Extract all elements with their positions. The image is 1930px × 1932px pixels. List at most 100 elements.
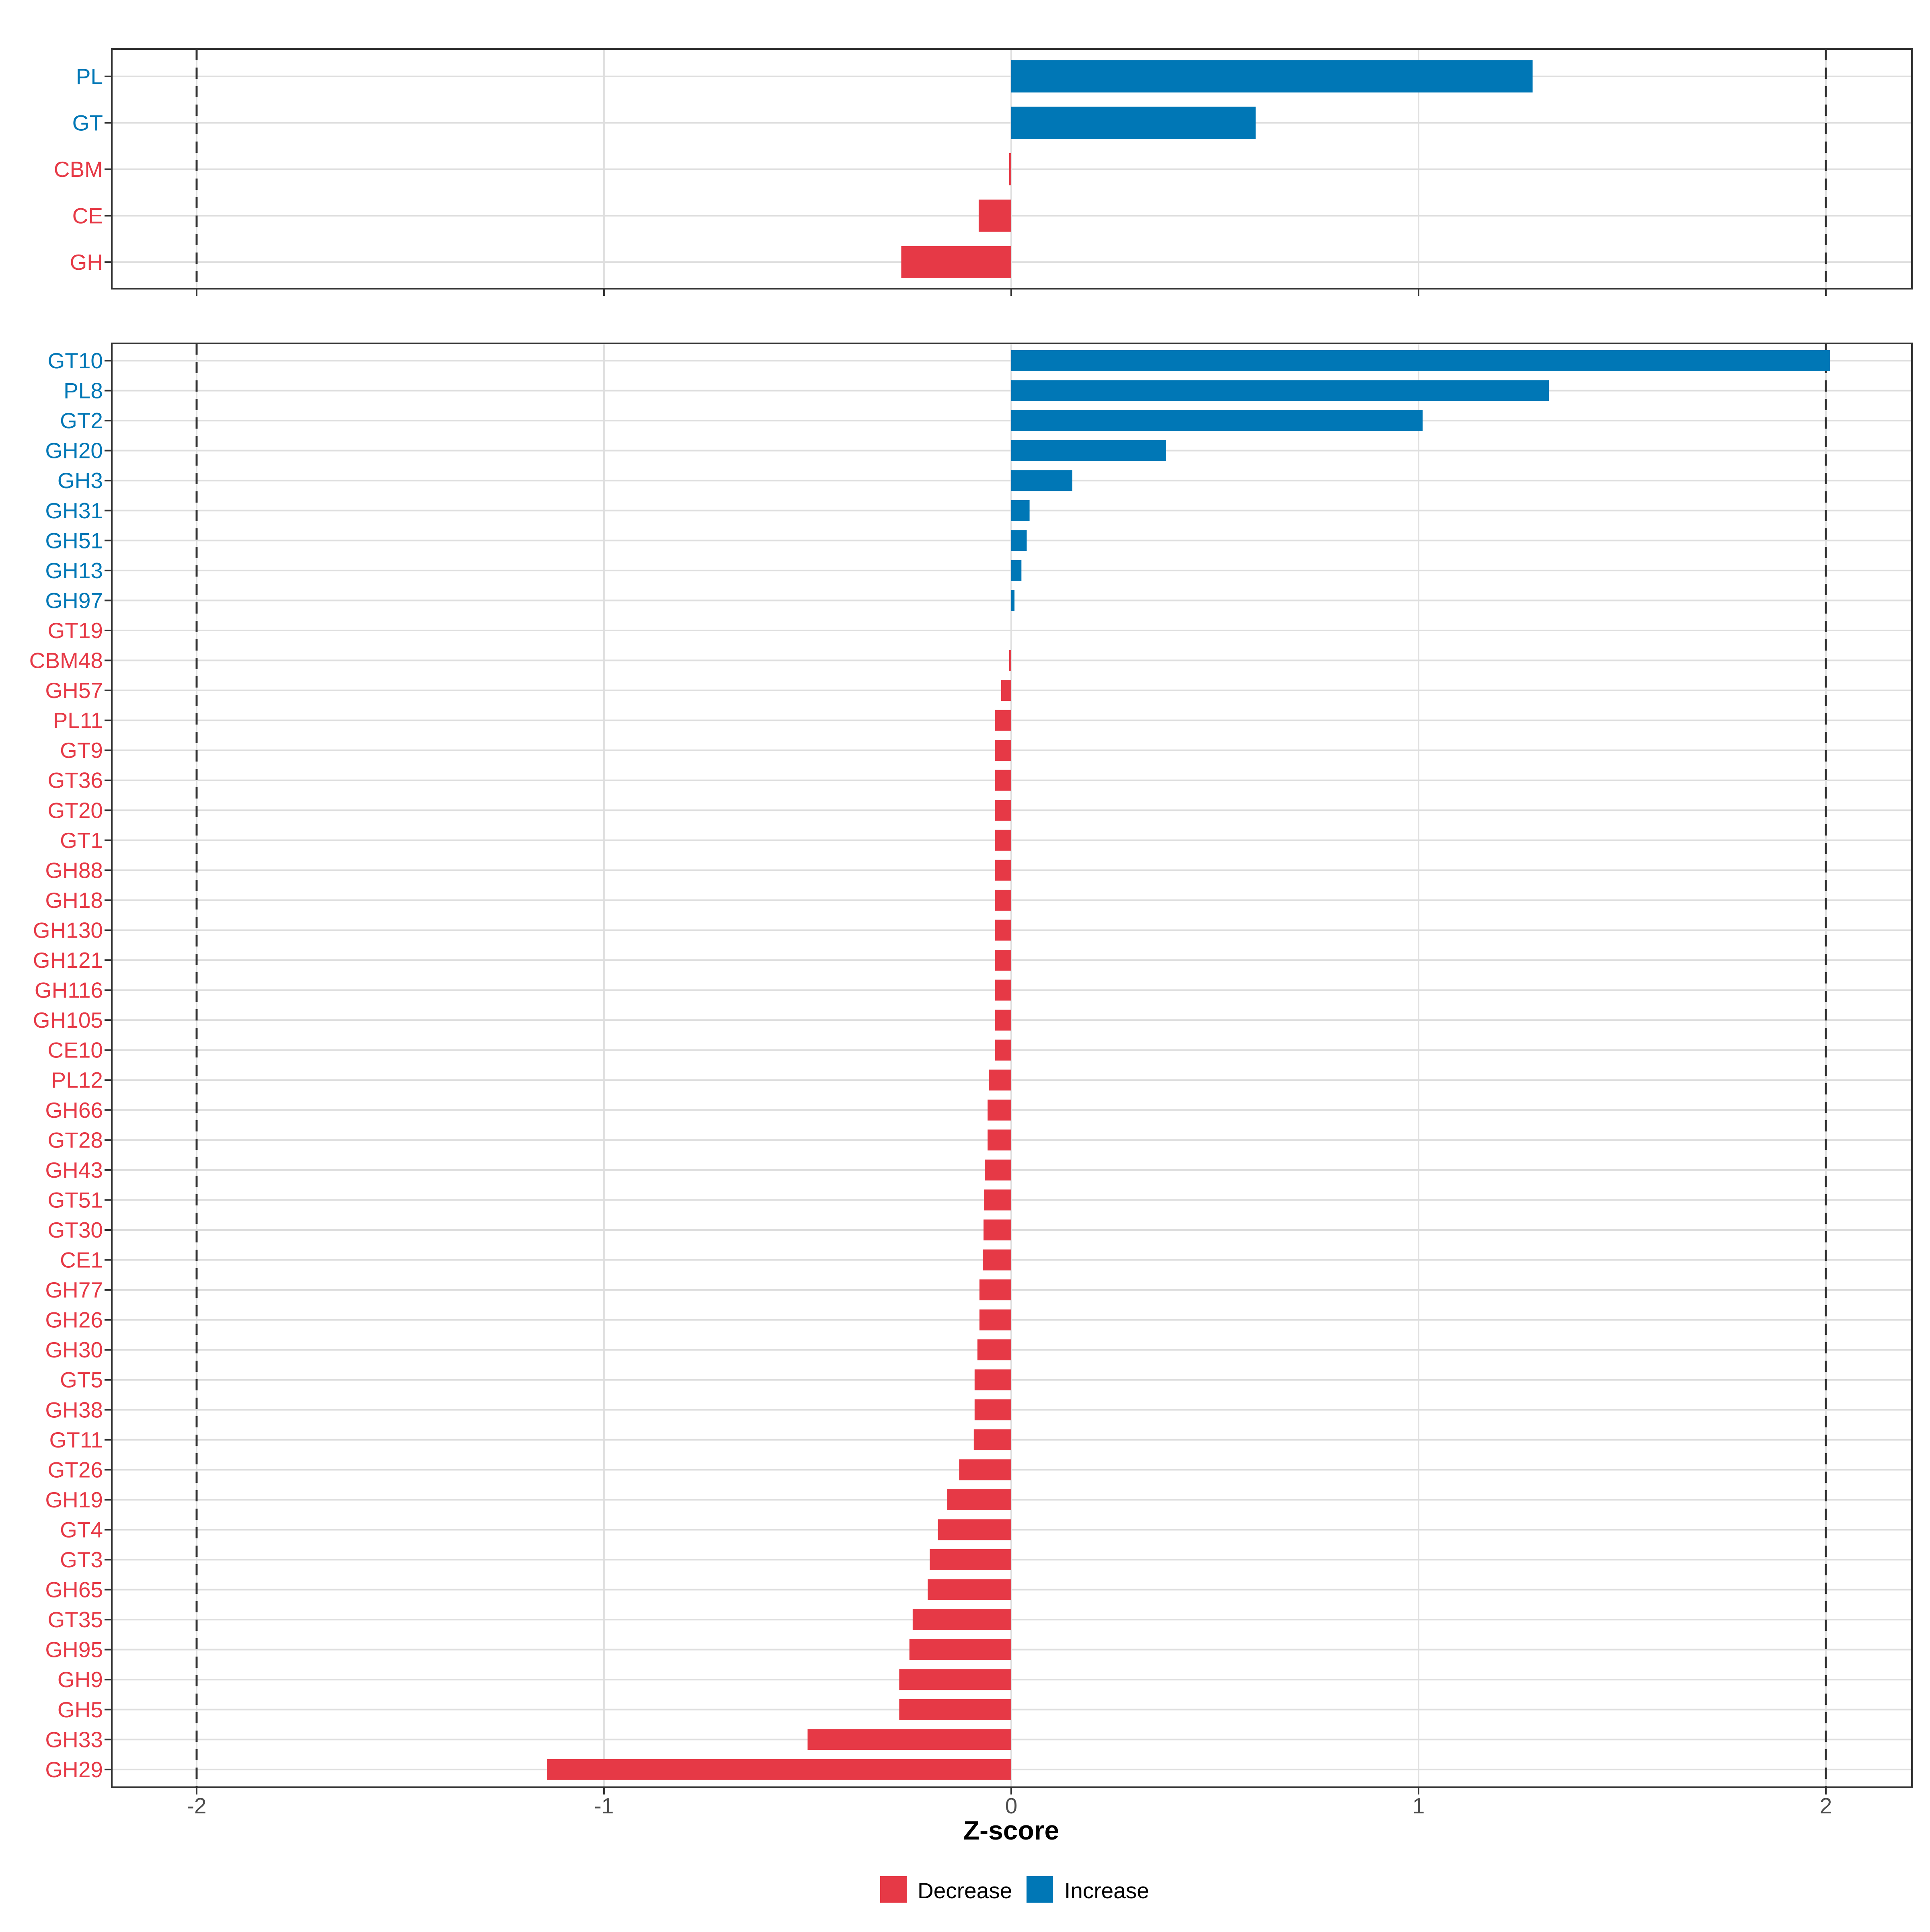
- bottom-panel-category-label: GT35: [47, 1607, 103, 1632]
- legend: Decrease Increase: [880, 1876, 1149, 1903]
- bottom-panel-category-label: CE10: [47, 1038, 103, 1063]
- bottom-panel-category-label: GT5: [60, 1367, 103, 1392]
- top-panel-category-label: GT: [72, 111, 103, 136]
- bottom-panel-bar: [995, 829, 1011, 851]
- bottom-panel-category-label: GT51: [47, 1187, 103, 1212]
- top-panel-bar: [1011, 107, 1256, 139]
- bottom-panel-bar: [909, 1639, 1011, 1660]
- legend-key-decrease: [880, 1876, 907, 1903]
- x-tick-label: -2: [187, 1793, 207, 1818]
- top-panel-bar: [978, 199, 1011, 232]
- bottom-panel-category-label: GT4: [60, 1517, 103, 1542]
- legend-label-decrease: Decrease: [918, 1878, 1012, 1903]
- bottom-panel-bar: [1011, 410, 1423, 431]
- bottom-panel-bar: [928, 1579, 1011, 1600]
- legend-label-increase: Increase: [1064, 1878, 1149, 1903]
- bottom-panel-category-label: GT9: [60, 738, 103, 763]
- bottom-panel-bar: [979, 1279, 1011, 1301]
- bottom-panel-category-label: GH77: [45, 1277, 103, 1302]
- x-axis-label: Z-score: [963, 1815, 1059, 1845]
- bottom-panel-category-label: GH57: [45, 678, 103, 703]
- bottom-panel-category-label: GT26: [47, 1457, 103, 1482]
- legend-key-increase: [1027, 1876, 1053, 1903]
- bottom-panel-category-label: GT10: [47, 348, 103, 373]
- bottom-panel-category-label: GH130: [33, 918, 103, 942]
- bottom-panel-bar: [985, 1159, 1011, 1181]
- bottom-panel-bar: [995, 889, 1011, 911]
- bottom-panel-category-label: GH29: [45, 1757, 103, 1782]
- bottom-panel-category-label: GH3: [57, 468, 103, 493]
- x-axis: -2 -1 0 1 2: [187, 1793, 1832, 1818]
- top-panel-category-label: CE: [72, 203, 103, 228]
- bottom-panel-bar: [1011, 500, 1030, 521]
- x-tick-label: 1: [1413, 1793, 1425, 1818]
- bottom-panel-category-label: CE1: [60, 1248, 103, 1273]
- bottom-panel-bar: [995, 920, 1011, 941]
- bottom-panel-category-label: GH9: [57, 1667, 103, 1692]
- top-panel-bar: [1011, 60, 1533, 92]
- bottom-panel-bar: [1011, 470, 1072, 491]
- bottom-panel-category-label: GH88: [45, 858, 103, 883]
- bottom-panel-bar: [947, 1489, 1011, 1510]
- bottom-panel-bar: [899, 1669, 1011, 1690]
- bottom-panel-bar: [1011, 380, 1549, 401]
- bottom-panel-category-label: GT19: [47, 618, 103, 643]
- bottom-panel-category-label: GH20: [45, 438, 103, 463]
- bottom-panel-category-label: GH18: [45, 888, 103, 913]
- bottom-panel-bar: [1011, 590, 1015, 611]
- bottom-panel-bar: [995, 1010, 1011, 1031]
- bottom-panel-bar: [995, 979, 1011, 1001]
- top-panel-category-label: CBM: [54, 157, 103, 182]
- bottom-panel: GT10 PL8 GT2 GH20 GH3 GH31 GH51 GH13 GH97 GT19 CBM…: [29, 343, 1913, 1794]
- bottom-panel-bar: [995, 860, 1011, 881]
- bottom-panel-category-label: GH33: [45, 1727, 103, 1752]
- bottom-panel-category-label: GH105: [33, 1008, 103, 1033]
- x-tick-label: 0: [1005, 1793, 1018, 1818]
- bottom-panel-category-label: GH26: [45, 1308, 103, 1332]
- bottom-panel-category-label: GT1: [60, 828, 103, 853]
- bottom-panel-category-label: GH65: [45, 1577, 103, 1602]
- bottom-panel-bar: [974, 1399, 1011, 1421]
- bottom-panel-bar: [899, 1699, 1011, 1720]
- bottom-panel-category-label: GH13: [45, 558, 103, 583]
- bottom-panel-category-label: GT3: [60, 1547, 103, 1572]
- bottom-panel-bar: [912, 1609, 1011, 1630]
- bottom-panel-category-label: GH5: [57, 1697, 103, 1722]
- bottom-panel-bar: [1009, 650, 1011, 671]
- bottom-panel-bar: [995, 710, 1011, 731]
- bottom-panel-category-label: GT11: [49, 1427, 103, 1452]
- top-panel-category-label: PL: [76, 64, 103, 89]
- bottom-panel-bar: [959, 1459, 1011, 1480]
- bottom-panel-bar: [995, 800, 1011, 821]
- bottom-panel-category-label: CBM48: [29, 648, 103, 673]
- top-panel-category-label: GH: [70, 250, 103, 275]
- bottom-panel-bar: [995, 950, 1011, 971]
- bottom-panel-category-label: GT28: [47, 1127, 103, 1152]
- x-tick-label: -1: [594, 1793, 614, 1818]
- bottom-panel-bar: [984, 1189, 1011, 1211]
- bottom-panel-bar: [995, 740, 1011, 761]
- bottom-panel-category-label: GH95: [45, 1637, 103, 1662]
- bottom-panel-bar: [983, 1249, 1011, 1271]
- bottom-panel-bar: [989, 1070, 1011, 1091]
- bottom-panel-category-label: GH30: [45, 1337, 103, 1362]
- bottom-panel-bar: [547, 1759, 1011, 1780]
- bottom-panel-bar: [977, 1339, 1011, 1361]
- bottom-panel-bar: [995, 1039, 1011, 1061]
- bottom-panel-bar: [807, 1729, 1011, 1750]
- bottom-panel-bar: [988, 1099, 1011, 1121]
- bottom-panel-bar: [1011, 530, 1027, 551]
- bottom-panel-bar: [983, 1219, 1011, 1240]
- bottom-panel-category-label: GT20: [47, 798, 103, 823]
- top-panel-bar: [1009, 153, 1011, 185]
- bottom-panel-bar: [938, 1519, 1011, 1540]
- bottom-panel-category-label: PL12: [51, 1068, 103, 1092]
- bottom-panel-category-label: GT36: [47, 768, 103, 793]
- bottom-panel-category-label: GH116: [35, 978, 103, 1003]
- bottom-panel-category-label: GH19: [45, 1487, 103, 1512]
- bottom-panel-category-label: GH43: [45, 1158, 103, 1183]
- bottom-panel-bar: [988, 1129, 1011, 1151]
- bottom-panel-bar: [973, 1429, 1011, 1450]
